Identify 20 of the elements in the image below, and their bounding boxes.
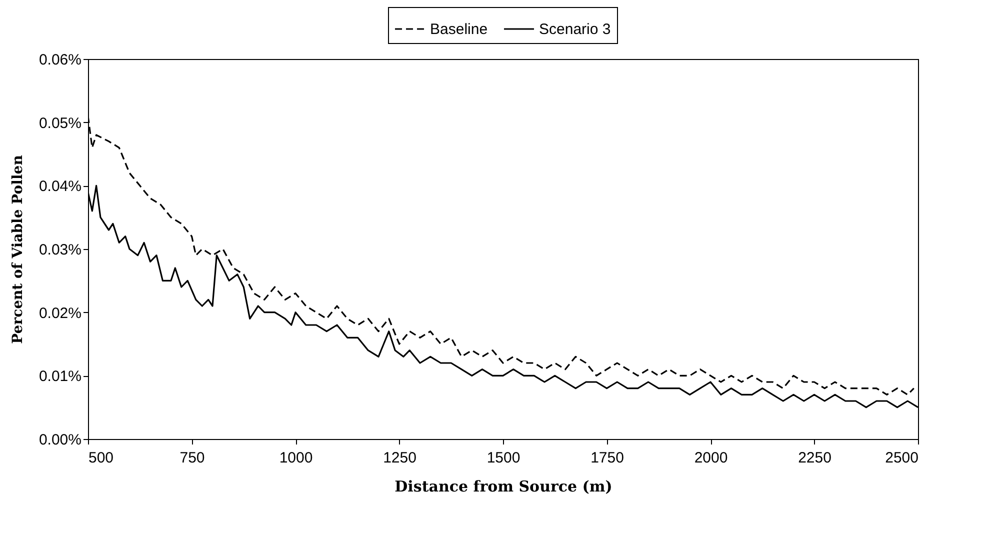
y-tick-label: 0.01% (38, 368, 82, 386)
y-tick-label: 0.04% (38, 178, 82, 196)
x-axis-title: Distance from Source (m) (394, 478, 612, 496)
y-tick-label: 0.05% (38, 114, 82, 132)
legend-label: Scenario 3 (539, 21, 611, 38)
y-tick-label: 0.06% (38, 52, 82, 68)
x-tick-label: 500 (88, 450, 114, 466)
x-tick-label: 750 (180, 450, 205, 466)
y-tick-label: 0.02% (38, 304, 82, 322)
y-tick-label: 0.03% (38, 242, 82, 258)
x-tick-label: 2250 (798, 450, 832, 466)
x-tick-label: 1250 (383, 450, 416, 466)
x-tick-label: 2000 (694, 450, 728, 466)
y-axis-title: Percent of Viable Pollen (10, 155, 26, 344)
legend-label: Baseline (430, 21, 488, 38)
x-tick-label: 1500 (486, 450, 520, 466)
x-tick-label: 1750 (590, 450, 624, 466)
x-tick-label: 2500 (885, 450, 918, 466)
x-tick-label: 1000 (279, 450, 313, 466)
y-tick-label: 0.00% (38, 432, 82, 448)
